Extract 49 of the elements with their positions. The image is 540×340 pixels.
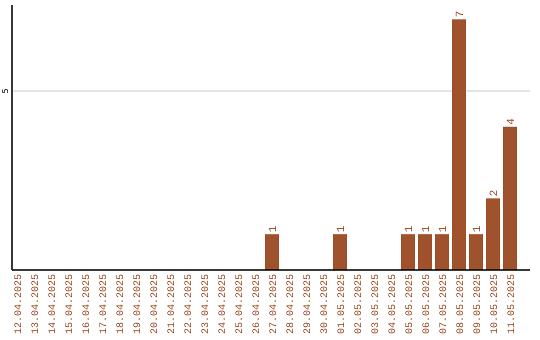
- x-tick-label: 23.04.2025: [201, 274, 212, 334]
- x-tick-label: 01.05.2025: [337, 274, 348, 334]
- x-tick-label: 16.04.2025: [82, 274, 93, 334]
- bar: [418, 234, 432, 270]
- x-tick-label: 07.05.2025: [439, 274, 450, 334]
- x-tick-label: 18.04.2025: [116, 274, 127, 334]
- data-label: 1: [421, 225, 433, 232]
- x-tick-label: 28.04.2025: [286, 274, 297, 334]
- data-label: 1: [472, 225, 484, 232]
- bar: [333, 234, 347, 270]
- x-tick-label: 19.04.2025: [133, 274, 144, 334]
- data-label: 2: [489, 190, 501, 196]
- data-label: 1: [336, 225, 348, 232]
- bar: [452, 19, 466, 270]
- bar: [503, 126, 517, 270]
- x-tick-label: 11.05.2025: [507, 274, 518, 334]
- data-label: 1: [404, 225, 416, 232]
- data-label: 4: [506, 118, 518, 125]
- bar: [401, 234, 415, 270]
- x-tick-label: 29.04.2025: [303, 274, 314, 334]
- x-tick-label: 21.04.2025: [167, 274, 178, 334]
- x-tick-label: 24.04.2025: [218, 274, 229, 334]
- data-label: 1: [438, 225, 450, 232]
- bar: [486, 198, 500, 270]
- x-tick-label: 06.05.2025: [422, 274, 433, 334]
- x-tick-label: 13.04.2025: [31, 274, 42, 334]
- x-tick-label: 05.05.2025: [405, 274, 416, 334]
- x-tick-label: 26.04.2025: [252, 274, 263, 334]
- data-label: 7: [455, 10, 467, 18]
- x-tick-label: 20.04.2025: [150, 274, 161, 334]
- x-tick-label: 22.04.2025: [184, 274, 195, 334]
- bar: [469, 234, 483, 270]
- x-tick-label: 12.04.2025: [14, 274, 25, 334]
- data-label: 1: [268, 225, 280, 232]
- x-tick-label: 25.04.2025: [235, 274, 246, 334]
- x-tick-label: 30.04.2025: [320, 274, 331, 334]
- x-tick-label: 27.04.2025: [269, 274, 280, 334]
- x-tick-label: 15.04.2025: [65, 274, 76, 334]
- x-tick-label: 17.04.2025: [99, 274, 110, 334]
- x-tick-label: 03.05.2025: [371, 274, 382, 334]
- x-tick-label: 08.05.2025: [456, 274, 467, 334]
- y-tick-label: 5: [1, 88, 10, 94]
- x-tick-label: 04.05.2025: [388, 274, 399, 334]
- x-tick-label: 02.05.2025: [354, 274, 365, 334]
- x-tick-label: 09.05.2025: [473, 274, 484, 334]
- bar: [265, 234, 279, 270]
- x-tick-label: 14.04.2025: [48, 274, 59, 334]
- bar: [435, 234, 449, 270]
- x-tick-label: 10.05.2025: [490, 274, 501, 334]
